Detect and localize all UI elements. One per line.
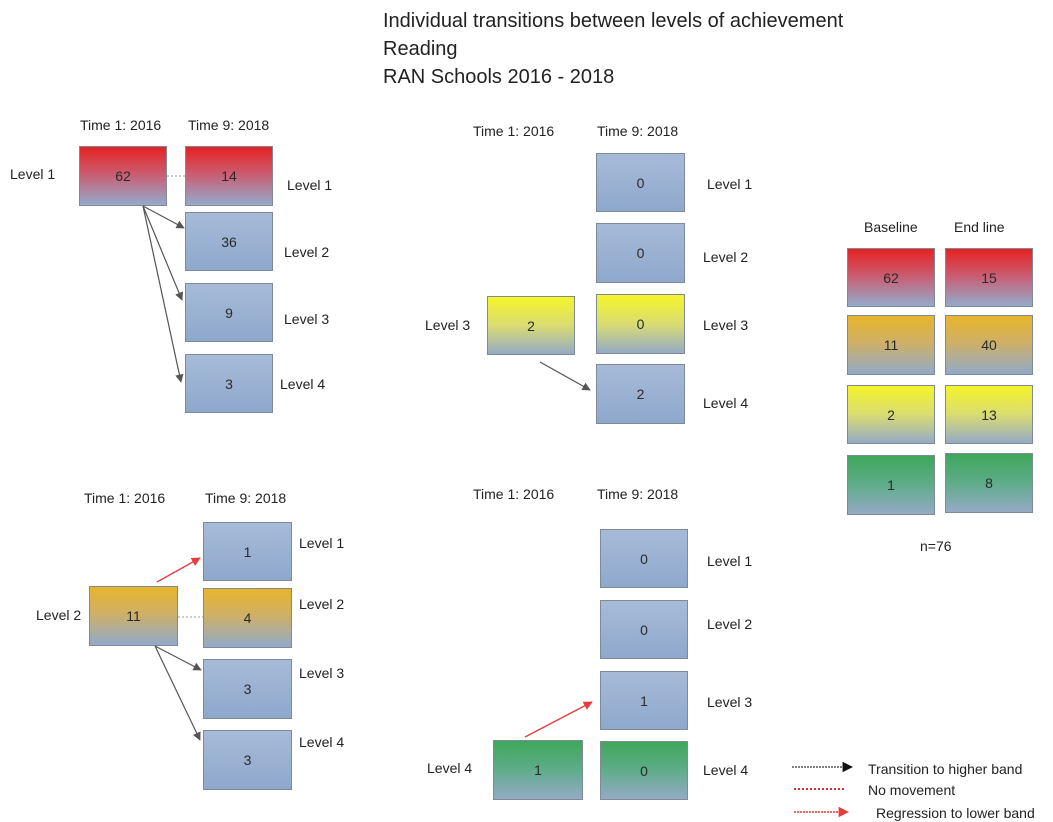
panel-a-end-level2-box: 36 <box>185 212 273 271</box>
summary-baseline-header: Baseline <box>864 219 918 235</box>
legend-lower-label: Regression to lower band <box>876 805 1035 821</box>
panel-c-end-level2-box: 0 <box>596 223 685 283</box>
chart-subtitle-schools: RAN Schools 2016 - 2018 <box>383 66 615 88</box>
panel-a-start-box: 62 <box>79 146 167 206</box>
panel-b-level4-label: Level 4 <box>299 734 345 750</box>
panel-b-start-level-label: Level 2 <box>36 607 82 623</box>
summary-endline-level1-box: 15 <box>945 248 1033 307</box>
summary-baseline-level2-box: 11 <box>847 315 935 375</box>
panel-c-time9-header: Time 9: 2018 <box>597 123 679 139</box>
panel-c-time1-header: Time 1: 2016 <box>473 123 555 139</box>
panel-d-level2-label: Level 2 <box>707 616 753 632</box>
panel-d-end-level4-box: 0 <box>600 741 688 800</box>
legend-none-label: No movement <box>868 782 956 798</box>
panel-a-arrow-to-level3 <box>142 205 183 301</box>
panel-b-time9-header: Time 9: 2018 <box>205 490 287 506</box>
panel-a-time9-header: Time 9: 2018 <box>188 117 270 133</box>
summary-endline-level3-box: 13 <box>945 385 1033 444</box>
panel-b-level2-label: Level 2 <box>299 596 345 612</box>
panel-a-level4-label: Level 4 <box>280 376 326 392</box>
panel-d-level4-label: Level 4 <box>703 762 749 778</box>
panel-a-start-level-label: Level 1 <box>10 166 56 182</box>
summary-baseline-level3-box: 2 <box>847 385 935 444</box>
panel-b-end-level1-box: 1 <box>203 522 292 581</box>
panel-c-end-level4-box: 2 <box>596 364 685 424</box>
panel-a-level3-label: Level 3 <box>284 311 330 327</box>
panel-c-start-level-label: Level 3 <box>425 317 471 333</box>
summary-sample-size: n=76 <box>920 538 952 554</box>
summary-baseline-level4-box: 1 <box>847 455 935 515</box>
panel-c-arrow-to-level4 <box>539 361 591 391</box>
panel-a-time1-header: Time 1: 2016 <box>80 117 162 133</box>
panel-c-end-level3-box: 0 <box>596 294 685 354</box>
panel-d-level3-label: Level 3 <box>707 694 753 710</box>
panel-d-time1-header: Time 1: 2016 <box>473 486 555 502</box>
panel-a-end-level1-box: 14 <box>185 146 273 206</box>
legend-higher-label: Transition to higher band <box>868 761 1023 777</box>
panel-a-arrow-to-level2 <box>142 205 185 229</box>
summary-endline-header: End line <box>954 219 1005 235</box>
panel-b-arrow-to-level3 <box>154 645 202 671</box>
panel-b-start-box: 11 <box>89 586 178 646</box>
panel-d-start-level-label: Level 4 <box>427 760 473 776</box>
panel-a-arrow-to-level4 <box>142 205 184 383</box>
panel-c-level2-label: Level 2 <box>703 249 749 265</box>
panel-d-arrow-to-level3 <box>524 701 593 738</box>
panel-b-end-level4-box: 3 <box>203 730 292 790</box>
panel-b-end-level3-box: 3 <box>203 659 292 719</box>
panel-b-arrow-to-level4 <box>154 645 201 741</box>
panel-b-end-level2-box: 4 <box>203 588 292 648</box>
panel-c-end-level1-box: 0 <box>596 153 685 212</box>
summary-endline-level2-box: 40 <box>945 315 1033 375</box>
panel-d-end-level1-box: 0 <box>600 529 688 588</box>
panel-a-end-level4-box: 3 <box>185 354 273 413</box>
panel-b-level1-label: Level 1 <box>299 535 345 551</box>
chart-title: Individual transitions between levels of… <box>383 10 844 32</box>
chart-subtitle-subject: Reading <box>383 38 458 60</box>
panel-c-level3-label: Level 3 <box>703 317 749 333</box>
panel-c-level1-label: Level 1 <box>707 176 753 192</box>
panel-a-end-level3-box: 9 <box>185 283 273 342</box>
panel-b-arrow-to-level1 <box>156 557 201 583</box>
panel-a-level2-label: Level 2 <box>284 244 330 260</box>
panel-c-level4-label: Level 4 <box>703 395 749 411</box>
panel-b-level3-label: Level 3 <box>299 665 345 681</box>
panel-d-start-box: 1 <box>493 740 583 800</box>
summary-baseline-level1-box: 62 <box>847 248 935 307</box>
summary-endline-level4-box: 8 <box>945 453 1033 513</box>
panel-b-time1-header: Time 1: 2016 <box>84 490 166 506</box>
panel-a-level1-label: Level 1 <box>287 177 333 193</box>
panel-d-time9-header: Time 9: 2018 <box>597 486 679 502</box>
panel-d-end-level3-box: 1 <box>600 671 688 730</box>
panel-d-level1-label: Level 1 <box>707 553 753 569</box>
panel-c-start-box: 2 <box>487 296 575 355</box>
panel-d-end-level2-box: 0 <box>600 600 688 659</box>
